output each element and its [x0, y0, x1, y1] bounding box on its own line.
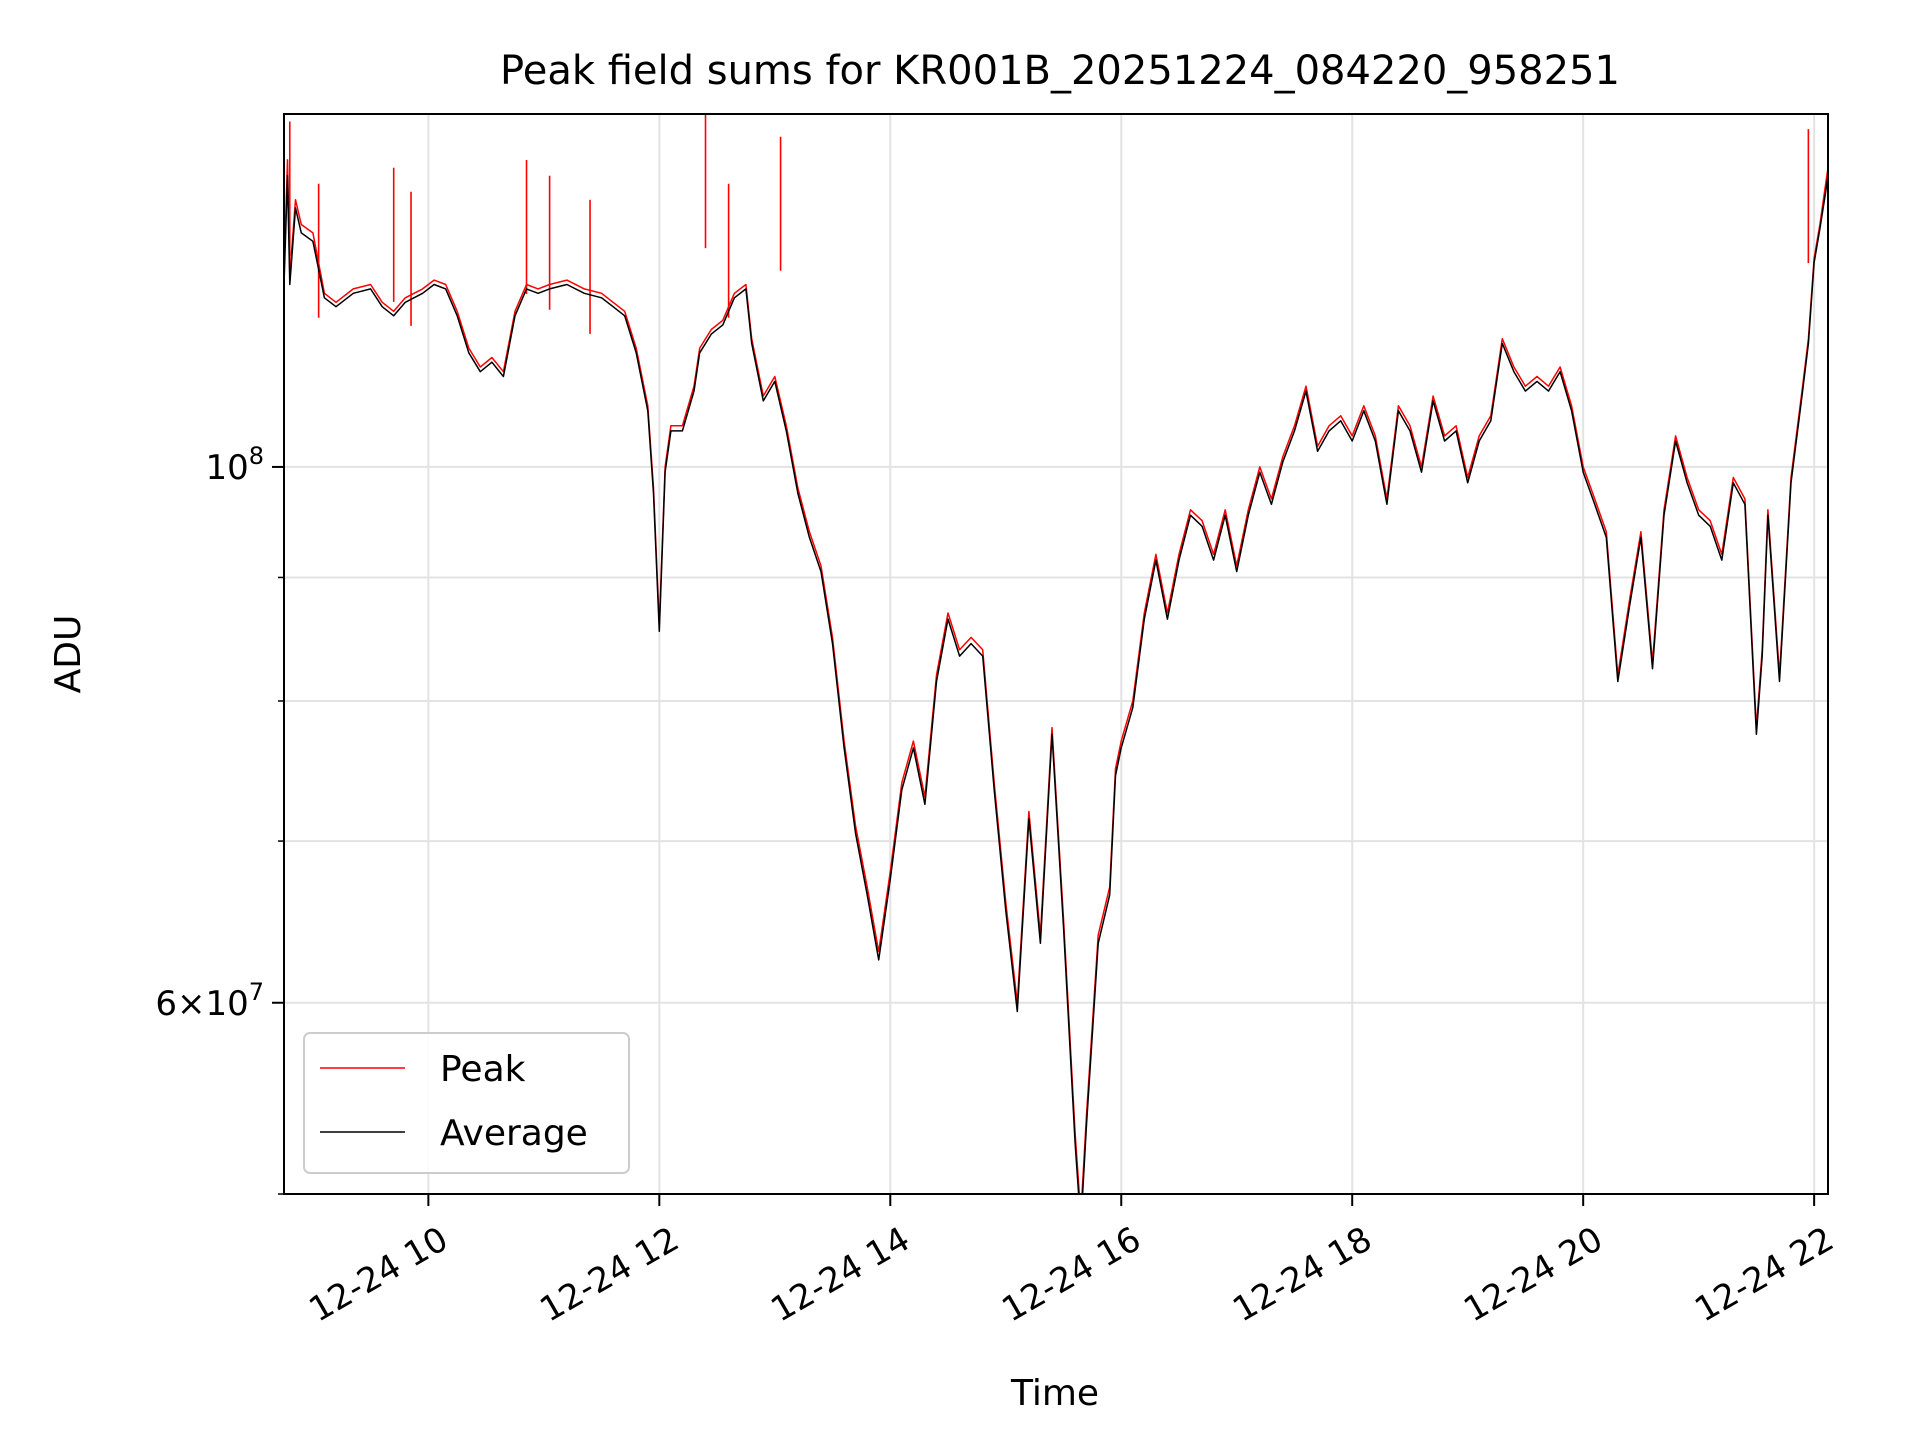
plot-frame: [283, 113, 1829, 1195]
y-axis: 108 6×107: [155, 442, 284, 1195]
y-axis-label: ADU: [48, 615, 89, 694]
legend: Peak Average: [303, 1032, 630, 1174]
legend-label-average: Average: [440, 1113, 588, 1154]
series-layer: [284, 114, 1828, 1194]
y-tick-label: 108: [205, 442, 264, 488]
y-tick-label: 6×107: [155, 978, 264, 1024]
chart-title: Peak field sums for KR001B_20251224_0842…: [500, 48, 1620, 94]
legend-label-peak: Peak: [440, 1049, 526, 1090]
x-axis-label: Time: [1010, 1373, 1099, 1414]
series-line-average: [284, 174, 1828, 1194]
